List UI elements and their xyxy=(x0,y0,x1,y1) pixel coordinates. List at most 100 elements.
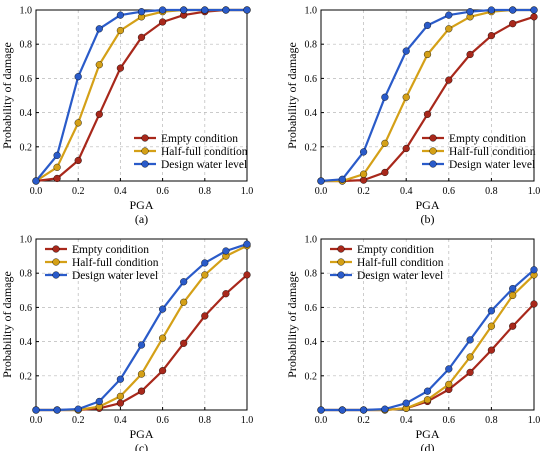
data-point xyxy=(116,375,125,383)
data-point xyxy=(487,322,496,330)
legend-entry-label: Design water level xyxy=(161,159,247,171)
legend-entry-label: Empty condition xyxy=(161,133,238,145)
data-point xyxy=(487,346,496,354)
data-point xyxy=(402,399,410,407)
data-point xyxy=(445,11,453,19)
y-tick-label: 0.8 xyxy=(20,40,33,51)
y-tick-label: 0.8 xyxy=(20,269,33,280)
data-point xyxy=(243,240,251,248)
x-tick-label: 0.4 xyxy=(114,186,127,197)
panel-caption: (d) xyxy=(421,441,435,451)
data-point xyxy=(201,259,209,267)
y-tick-label: 1.0 xyxy=(305,235,318,246)
data-point xyxy=(137,387,146,395)
data-point xyxy=(509,6,517,14)
data-point xyxy=(509,322,517,330)
x-tick-label: 0.4 xyxy=(400,415,413,426)
legend-entry-label: Design water level xyxy=(72,270,158,282)
legend-swatch-marker xyxy=(52,258,60,266)
data-point xyxy=(466,336,474,344)
legend-swatch-marker xyxy=(141,147,149,155)
data-point xyxy=(530,300,538,308)
x-tick-label: 0.2 xyxy=(72,415,85,426)
y-tick-label: 0.4 xyxy=(305,337,318,348)
data-point xyxy=(74,73,82,81)
data-point xyxy=(201,271,209,279)
x-tick-label: 1.0 xyxy=(241,186,254,197)
data-point xyxy=(317,177,325,185)
data-point xyxy=(32,406,40,414)
data-point xyxy=(381,139,389,147)
data-point xyxy=(317,406,325,414)
data-point xyxy=(509,20,517,28)
y-tick-label: 0.4 xyxy=(305,108,318,119)
data-point xyxy=(445,25,453,33)
plot-frame xyxy=(35,238,248,411)
legend-swatch-marker xyxy=(337,258,345,266)
x-tick-label: 0.0 xyxy=(30,415,43,426)
data-point xyxy=(95,110,103,118)
data-point xyxy=(180,298,188,306)
legend-swatch-marker xyxy=(429,160,437,168)
legend-swatch-marker xyxy=(52,245,60,253)
y-axis-label: Probability of damage xyxy=(0,42,14,149)
data-point xyxy=(530,6,538,14)
legend-entry-label: Empty condition xyxy=(72,244,149,256)
x-tick-label: 0.6 xyxy=(156,186,169,197)
data-point xyxy=(243,6,251,14)
x-axis-label: PGA xyxy=(415,427,439,441)
y-axis-label: Probability of damage xyxy=(285,271,299,378)
chart-panel-3: 0.0 0.2 0.4 0.6 0.8 1.0 0.2 0.4 0.6 0.8 1.0 PGA Prob… xyxy=(0,235,253,451)
data-point xyxy=(74,119,82,127)
panel-caption: (c) xyxy=(135,441,148,451)
data-point xyxy=(137,33,146,41)
data-point xyxy=(137,8,146,16)
data-point xyxy=(137,370,146,378)
x-tick-label: 0.2 xyxy=(357,415,370,426)
x-tick-label: 0.2 xyxy=(72,186,85,197)
panel-caption: (b) xyxy=(421,212,435,226)
data-point xyxy=(137,341,146,349)
x-tick-label: 0.8 xyxy=(199,415,212,426)
data-point xyxy=(402,47,410,55)
y-tick-label: 1.0 xyxy=(20,235,33,246)
y-tick-label: 1.0 xyxy=(20,6,33,17)
y-tick-label: 0.6 xyxy=(305,303,318,314)
legend-swatch-marker xyxy=(337,271,345,279)
y-tick-label: 1.0 xyxy=(305,6,318,17)
data-point xyxy=(381,405,389,413)
plot-frame xyxy=(320,238,535,411)
x-axis-label: PGA xyxy=(129,198,153,212)
chart-panel-4: 0.0 0.2 0.4 0.6 0.8 1.0 0.2 0.4 0.6 0.8 1.0 PGA Prob… xyxy=(285,235,540,451)
x-tick-label: 1.0 xyxy=(528,186,541,197)
data-point xyxy=(222,6,230,14)
data-point xyxy=(360,170,368,178)
x-tick-label: 0.8 xyxy=(199,186,212,197)
legend-swatch-marker xyxy=(141,160,149,168)
y-tick-label: 0.2 xyxy=(20,371,33,382)
data-point xyxy=(180,339,188,347)
data-point xyxy=(487,32,496,40)
x-tick-label: 0.0 xyxy=(30,186,43,197)
x-axis-label: PGA xyxy=(129,427,153,441)
data-point xyxy=(487,6,496,14)
data-point xyxy=(402,144,410,153)
data-point xyxy=(32,177,40,185)
legend-swatch-marker xyxy=(429,134,437,142)
data-point xyxy=(360,406,368,414)
x-tick-label: 0.8 xyxy=(485,186,498,197)
data-point xyxy=(95,61,103,69)
data-point xyxy=(159,6,167,14)
x-tick-label: 0.6 xyxy=(443,186,456,197)
x-tick-label: 0.4 xyxy=(114,415,127,426)
legend-swatch-marker xyxy=(52,271,60,279)
data-point xyxy=(530,13,538,21)
data-point xyxy=(116,392,125,400)
data-point xyxy=(74,405,82,413)
data-point xyxy=(423,21,432,29)
data-point xyxy=(159,334,167,342)
y-tick-label: 0.6 xyxy=(20,74,33,85)
data-point xyxy=(95,25,103,33)
data-point xyxy=(53,151,61,159)
